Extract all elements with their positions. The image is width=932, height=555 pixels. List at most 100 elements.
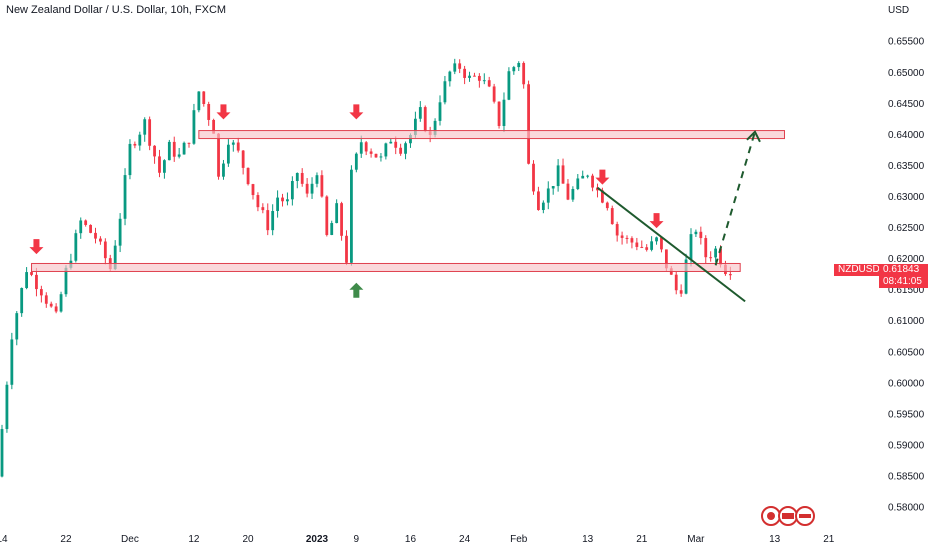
candle-body	[684, 259, 688, 294]
candle-body	[418, 107, 422, 119]
x-tick-label: 21	[823, 534, 835, 545]
candle-body	[679, 290, 683, 294]
candle-body	[704, 238, 708, 258]
x-tick-label: 14	[0, 534, 8, 545]
arrow-down-marker	[595, 169, 610, 185]
candle-body	[635, 242, 639, 247]
x-tick-label: 12	[188, 534, 200, 545]
candle-body	[463, 68, 467, 78]
candle-body	[231, 142, 235, 145]
candle-body	[458, 63, 462, 69]
candle-body	[143, 119, 147, 135]
y-tick-label: 0.65500	[888, 37, 925, 48]
last-price: 0.61843	[883, 264, 920, 275]
candle-body	[0, 429, 4, 477]
candle-body	[561, 165, 565, 184]
x-axis: 14 22 Dec 12 20 2023 9 16 24 Feb 13 21 Mar 13 21	[0, 534, 835, 545]
y-tick-label: 0.58000	[888, 503, 925, 514]
candle-body	[330, 223, 334, 235]
candle-body	[39, 289, 43, 296]
candle-body	[64, 267, 68, 295]
candle-body	[369, 151, 373, 154]
candle-body	[350, 169, 353, 263]
x-tick-label: 2023	[306, 534, 329, 545]
candle-body	[320, 175, 324, 197]
candle-body	[620, 235, 624, 238]
candle-body	[610, 208, 614, 225]
y-tick-label: 0.60000	[888, 378, 925, 389]
candle-body	[10, 339, 14, 385]
y-tick-label: 0.62500	[888, 223, 925, 234]
candle-body	[477, 75, 481, 81]
candle-body	[138, 134, 142, 146]
lines-group	[596, 130, 761, 303]
candle-body	[212, 119, 216, 134]
zones-group	[31, 130, 785, 272]
candle-body	[335, 203, 339, 224]
candle-body	[443, 81, 447, 103]
candle-body	[645, 247, 649, 250]
candle-body	[694, 231, 698, 235]
candle-body	[482, 80, 486, 82]
candle-body	[128, 143, 132, 176]
y-axis: 0.65500 0.65000 0.64500 0.64000 0.63500 0.630…	[888, 37, 925, 514]
y-tick-label: 0.60500	[888, 347, 925, 358]
markers-group	[29, 104, 664, 298]
candle-body	[187, 142, 191, 144]
last-price-tag: 0.61843 08:41:05	[879, 264, 928, 288]
symbol-title[interactable]: New Zealand Dollar / U.S. Dollar, 10h, F…	[6, 4, 227, 16]
arrow-down-marker	[29, 239, 44, 255]
candle-body	[197, 91, 201, 111]
candle-body	[192, 110, 196, 144]
candle-body	[522, 62, 526, 85]
candle-body	[664, 249, 668, 269]
logo-icon	[761, 506, 815, 526]
x-tick-label: 21	[636, 534, 648, 545]
candle-body	[286, 199, 289, 202]
x-tick-label: 22	[60, 534, 72, 545]
candle-body	[487, 80, 491, 87]
arrow-up-marker	[349, 282, 364, 298]
candle-body	[359, 142, 363, 154]
candle-body	[674, 274, 678, 291]
candle-body	[728, 274, 732, 276]
candle-body	[541, 202, 545, 211]
candle-body	[123, 175, 127, 219]
y-tick-label: 0.61500	[888, 285, 925, 296]
candle-body	[581, 175, 585, 179]
candle-body	[94, 232, 97, 239]
candle-body	[163, 160, 166, 173]
candle-body	[158, 156, 161, 173]
zone-resistance	[198, 130, 785, 140]
y-tick-label: 0.65000	[888, 68, 925, 79]
x-tick-label: 16	[405, 534, 417, 545]
candle-body	[271, 211, 275, 231]
arrow-down-marker	[349, 104, 364, 120]
x-tick-label: 20	[243, 534, 255, 545]
candle-body	[340, 203, 343, 236]
candle-body	[384, 143, 388, 157]
candle-body	[30, 272, 33, 275]
candle-body	[15, 313, 19, 340]
broker-logo	[760, 505, 816, 527]
candle-body	[404, 143, 407, 154]
candle-body	[586, 175, 590, 177]
candle-body	[256, 195, 260, 208]
candle-body	[453, 63, 457, 72]
candle-body	[468, 75, 471, 78]
candle-body	[566, 183, 570, 200]
candle-body	[20, 288, 24, 314]
candle-body	[537, 191, 540, 211]
candle-body	[532, 163, 535, 192]
candle-body	[655, 237, 658, 242]
candle-body	[699, 231, 703, 239]
candle-body	[615, 224, 619, 236]
candle-body	[438, 102, 442, 121]
candle-body	[423, 107, 427, 132]
candle-body	[217, 133, 220, 177]
candle-body	[497, 101, 501, 126]
candle-body	[374, 153, 378, 158]
candle-body	[448, 71, 452, 82]
